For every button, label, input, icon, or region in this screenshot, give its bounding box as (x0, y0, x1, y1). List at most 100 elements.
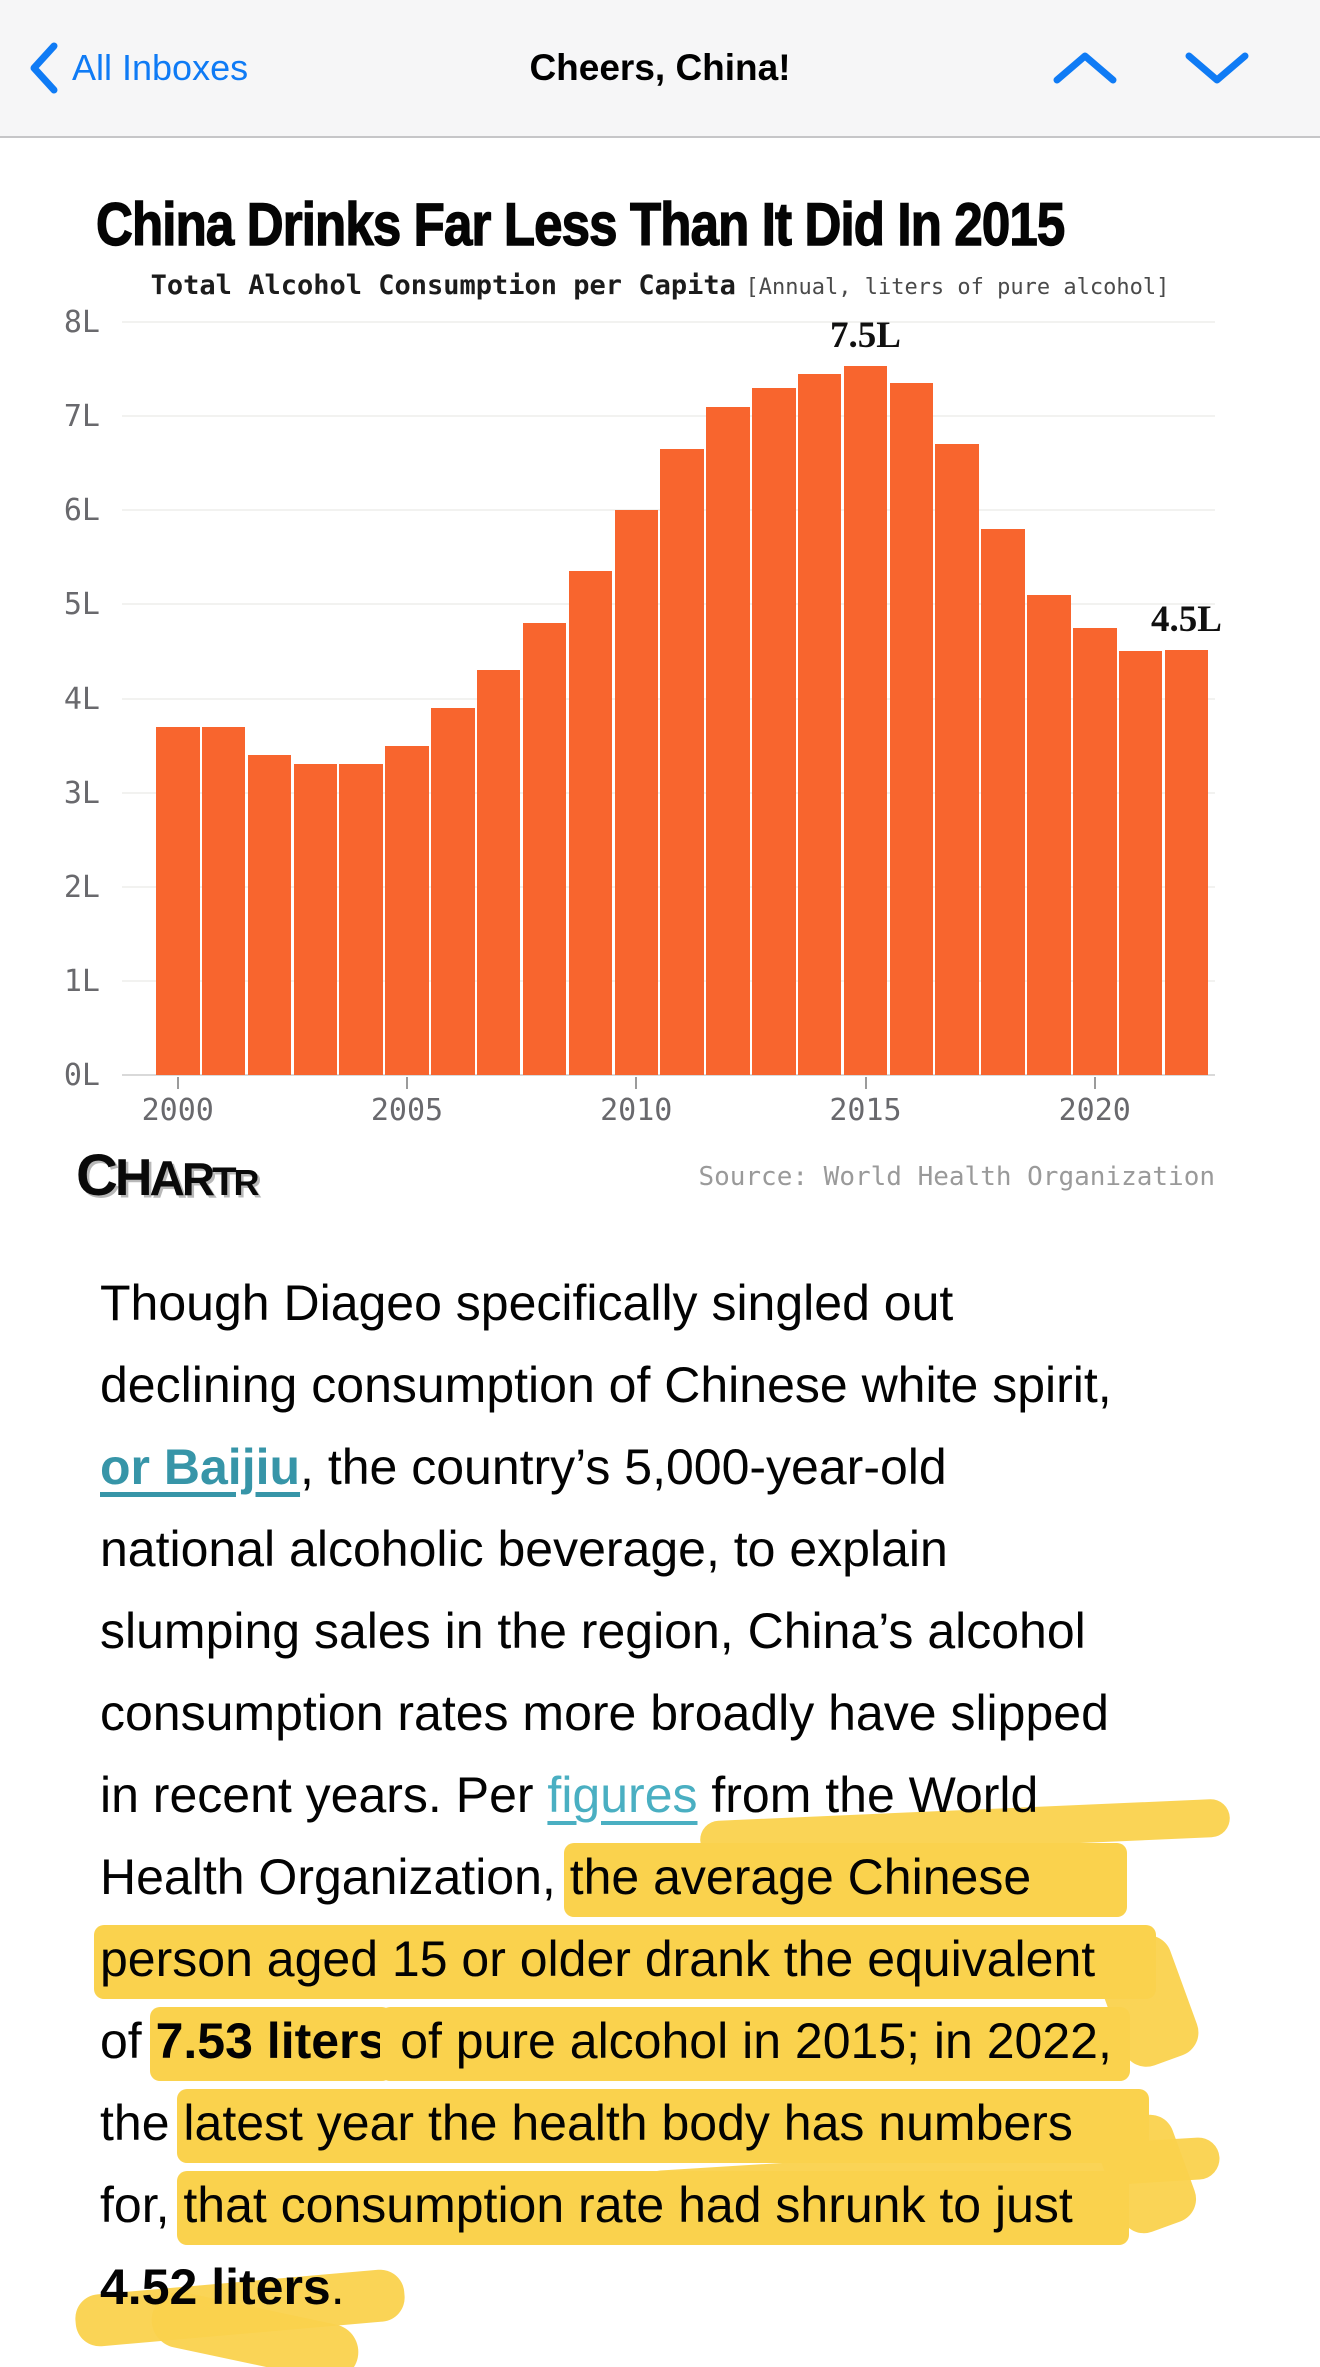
x-axis-tick-label: 2020 (1058, 1093, 1131, 1128)
y-axis-tick-label: 8L (63, 305, 100, 341)
bar-2017 (935, 444, 979, 1075)
inline-link[interactable]: figures (547, 1767, 698, 1823)
bar-2022 (1164, 649, 1209, 1075)
chartr-logo-letter: C (76, 1143, 118, 1208)
body-text: of (100, 2013, 156, 2069)
chart-subtitle: Total Alcohol Consumption per Capita [An… (0, 270, 1320, 301)
inline-link[interactable]: or Baijiu (100, 1439, 301, 1495)
bar-2015 (843, 366, 888, 1075)
bar-2009 (568, 571, 613, 1075)
highlighted-text: latest year the health body has numbers (177, 2089, 1149, 2163)
chartr-logo: CHARTR (76, 1142, 260, 1209)
back-button[interactable]: All Inboxes (28, 0, 248, 136)
chart-source: Source: World Health Organization (698, 1162, 1215, 1192)
x-axis-tick (864, 1077, 867, 1089)
bar-2013 (752, 387, 796, 1075)
chevron-left-icon (30, 42, 58, 94)
x-axis-tick-label: 2015 (829, 1093, 902, 1128)
text-line: slumping sales in the region, China’s al… (100, 1590, 1220, 1672)
body-text: 4.52 liters (100, 2259, 331, 2315)
body-text: the (100, 2095, 184, 2151)
y-axis-tick-label: 5L (63, 587, 100, 623)
x-axis-tick-label: 2005 (370, 1093, 444, 1128)
bar-2010 (614, 510, 658, 1075)
bar-2018 (981, 529, 1025, 1075)
bar-2014 (797, 373, 842, 1075)
navigation-bar: All Inboxes Cheers, China! (0, 0, 1320, 138)
body-text: from the World (697, 1767, 1039, 1823)
y-axis-tick-label: 6L (63, 493, 100, 529)
bar-value-label: 4.5L (1150, 598, 1222, 640)
highlighted-text: 7.53 liters (149, 2007, 393, 2081)
text-line: for, that consumption rate had shrunk to… (100, 2164, 1220, 2246)
text-line: person aged 15 or older drank the equiva… (94, 1918, 1220, 2000)
chartr-logo-letter: T (212, 1160, 237, 1204)
y-axis-tick-label: 2L (63, 869, 100, 905)
bar-value-label: 7.5L (830, 315, 901, 357)
text-line: or Baijiu, the country’s 5,000-year-old (100, 1426, 1220, 1508)
bar-2012 (706, 406, 750, 1075)
bar-2004 (339, 764, 383, 1075)
x-axis-tick-label: 2010 (600, 1093, 673, 1128)
body-text: declining consumption of Chinese white s… (100, 1357, 1112, 1413)
y-axis-tick-label: 4L (63, 681, 100, 717)
x-axis-tick (1093, 1077, 1096, 1089)
chartr-logo-letter: R (181, 1153, 215, 1205)
body-text: Health Organization, (100, 1849, 570, 1905)
chart-subtitle-note: [Annual, liters of pure alcohol] (745, 275, 1170, 300)
message-title: Cheers, China! (529, 47, 791, 88)
text-line: consumption rates more broadly have slip… (100, 1672, 1220, 1754)
chartr-logo-letter: H (114, 1149, 153, 1207)
body-text: , the country’s 5,000-year-old (300, 1439, 947, 1495)
highlighted-text: the average Chinese (563, 1843, 1128, 1917)
body-text: for, (100, 2177, 184, 2233)
chartr-logo-letter: A (149, 1152, 184, 1206)
highlighted-text: of pure alcohol in 2015; in 2022, (380, 2007, 1130, 2081)
bar-2007 (476, 670, 521, 1075)
x-axis-tick (635, 1077, 638, 1089)
bar-2020 (1073, 627, 1117, 1075)
text-line: the latest year the health body has numb… (100, 2082, 1220, 2164)
chart-subtitle-main: Total Alcohol Consumption per Capita (150, 270, 736, 301)
highlighted-text: person aged 15 or older drank the equiva… (94, 1925, 1157, 1999)
chevron-up-icon[interactable] (1052, 49, 1118, 87)
chart-image: China Drinks Far Less Than It Did In 201… (0, 138, 1320, 1240)
chevron-down-icon[interactable] (1184, 49, 1250, 87)
body-text: . (330, 2259, 345, 2315)
bar-2019 (1027, 594, 1071, 1075)
text-line: Though Diageo specifically singled out (100, 1262, 1220, 1344)
text-line: of 7.53 liters of pure alcohol in 2015; … (100, 2000, 1220, 2082)
bar-2016 (889, 383, 934, 1075)
text-line: declining consumption of Chinese white s… (100, 1344, 1220, 1426)
y-axis-tick-label: 1L (63, 963, 100, 999)
y-axis-tick-label: 7L (63, 399, 100, 435)
back-button-label: All Inboxes (72, 47, 249, 88)
bar-2000 (156, 726, 200, 1075)
bar-2008 (522, 623, 567, 1075)
email-body-text: Though Diageo specifically singled out de… (0, 1240, 1320, 2367)
gridline (122, 321, 1215, 324)
text-line: in recent years. Per figures from the Wo… (100, 1754, 1220, 1836)
body-text: national alcoholic beverage, to explain (100, 1521, 948, 1577)
body-text: consumption rates more broadly have slip… (100, 1685, 1109, 1741)
x-axis-tick (176, 1077, 179, 1089)
x-axis-tick (406, 1077, 408, 1089)
bar-2006 (431, 707, 475, 1075)
x-axis-line (122, 1074, 1215, 1076)
bar-chart: 0L 1L 2L 3L 4L 5L 6L 7L 8L 2000 2005 2010 2015 2020 7.… (0, 138, 1320, 1240)
bar-2021 (1118, 651, 1163, 1075)
body-text: slumping sales in the region, China’s al… (100, 1603, 1086, 1659)
highlighted-text: that consumption rate had shrunk to just (177, 2171, 1129, 2245)
text-line: 4.52 liters. (100, 2246, 1220, 2328)
x-axis-tick-label: 2000 (141, 1093, 214, 1128)
bar-2001 (201, 726, 246, 1075)
gridline (122, 415, 1215, 418)
bar-2003 (293, 764, 338, 1075)
body-text: Though Diageo specifically singled out (100, 1275, 954, 1331)
chartr-logo-letter: R (233, 1162, 260, 1203)
bar-2011 (660, 449, 704, 1075)
y-axis-tick-label: 3L (63, 775, 100, 811)
bar-2002 (247, 754, 292, 1075)
message-nav-actions (1052, 0, 1250, 136)
